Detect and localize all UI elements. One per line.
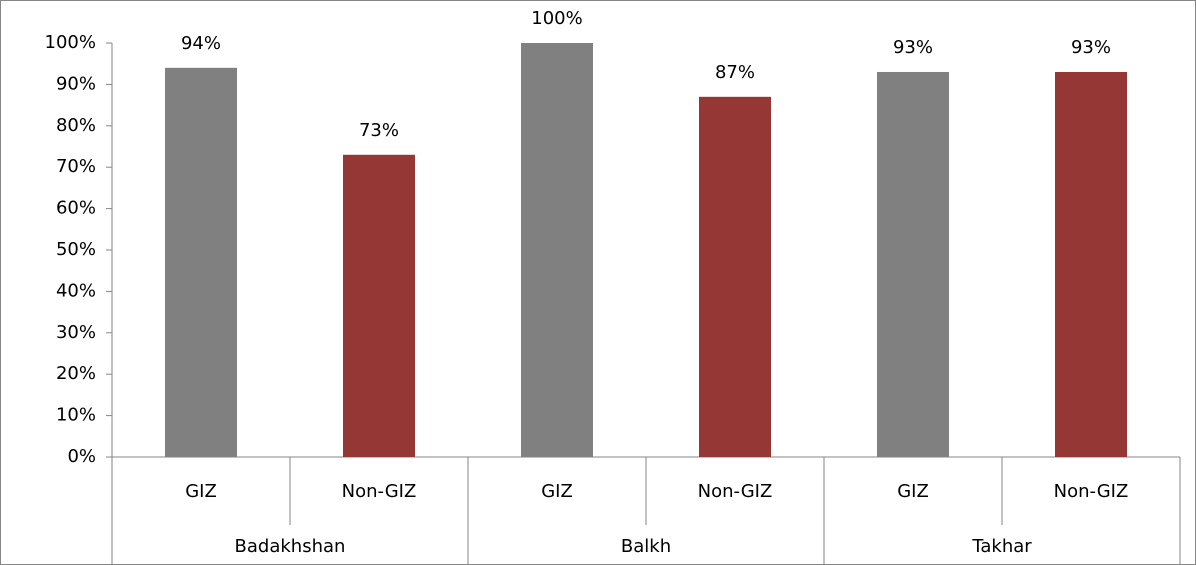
bar (521, 43, 593, 457)
x-tick-label: Non-GIZ (698, 481, 773, 502)
x-tick-label: GIZ (185, 481, 217, 502)
value-label: 87% (715, 62, 755, 83)
y-tick-label: 50% (56, 239, 96, 260)
y-tick-label: 40% (56, 280, 96, 301)
group-label: Balkh (621, 536, 671, 557)
y-tick-label: 60% (56, 198, 96, 219)
y-tick-label: 90% (56, 73, 96, 94)
x-tick-label: Non-GIZ (1054, 481, 1129, 502)
x-tick-label: GIZ (541, 481, 573, 502)
value-label: 73% (359, 120, 399, 141)
x-tick-label: Non-GIZ (342, 481, 417, 502)
y-tick-label: 0% (67, 446, 96, 467)
y-tick-label: 80% (56, 115, 96, 136)
group-label: Takhar (971, 536, 1032, 557)
group-label: Badakhshan (235, 536, 346, 557)
value-label: 100% (531, 8, 582, 29)
y-tick-label: 30% (56, 322, 96, 343)
bar (1055, 71, 1127, 457)
value-label: 93% (1071, 37, 1111, 58)
y-tick-label: 70% (56, 156, 96, 177)
x-tick-label: GIZ (897, 481, 929, 502)
value-label: 93% (893, 37, 933, 58)
bar (699, 96, 771, 457)
bar (877, 71, 949, 457)
bar (343, 154, 415, 457)
y-tick-label: 20% (56, 363, 96, 384)
y-tick-label: 10% (56, 405, 96, 426)
value-label: 94% (181, 33, 221, 54)
bar (165, 67, 237, 457)
y-tick-label: 100% (45, 32, 96, 53)
